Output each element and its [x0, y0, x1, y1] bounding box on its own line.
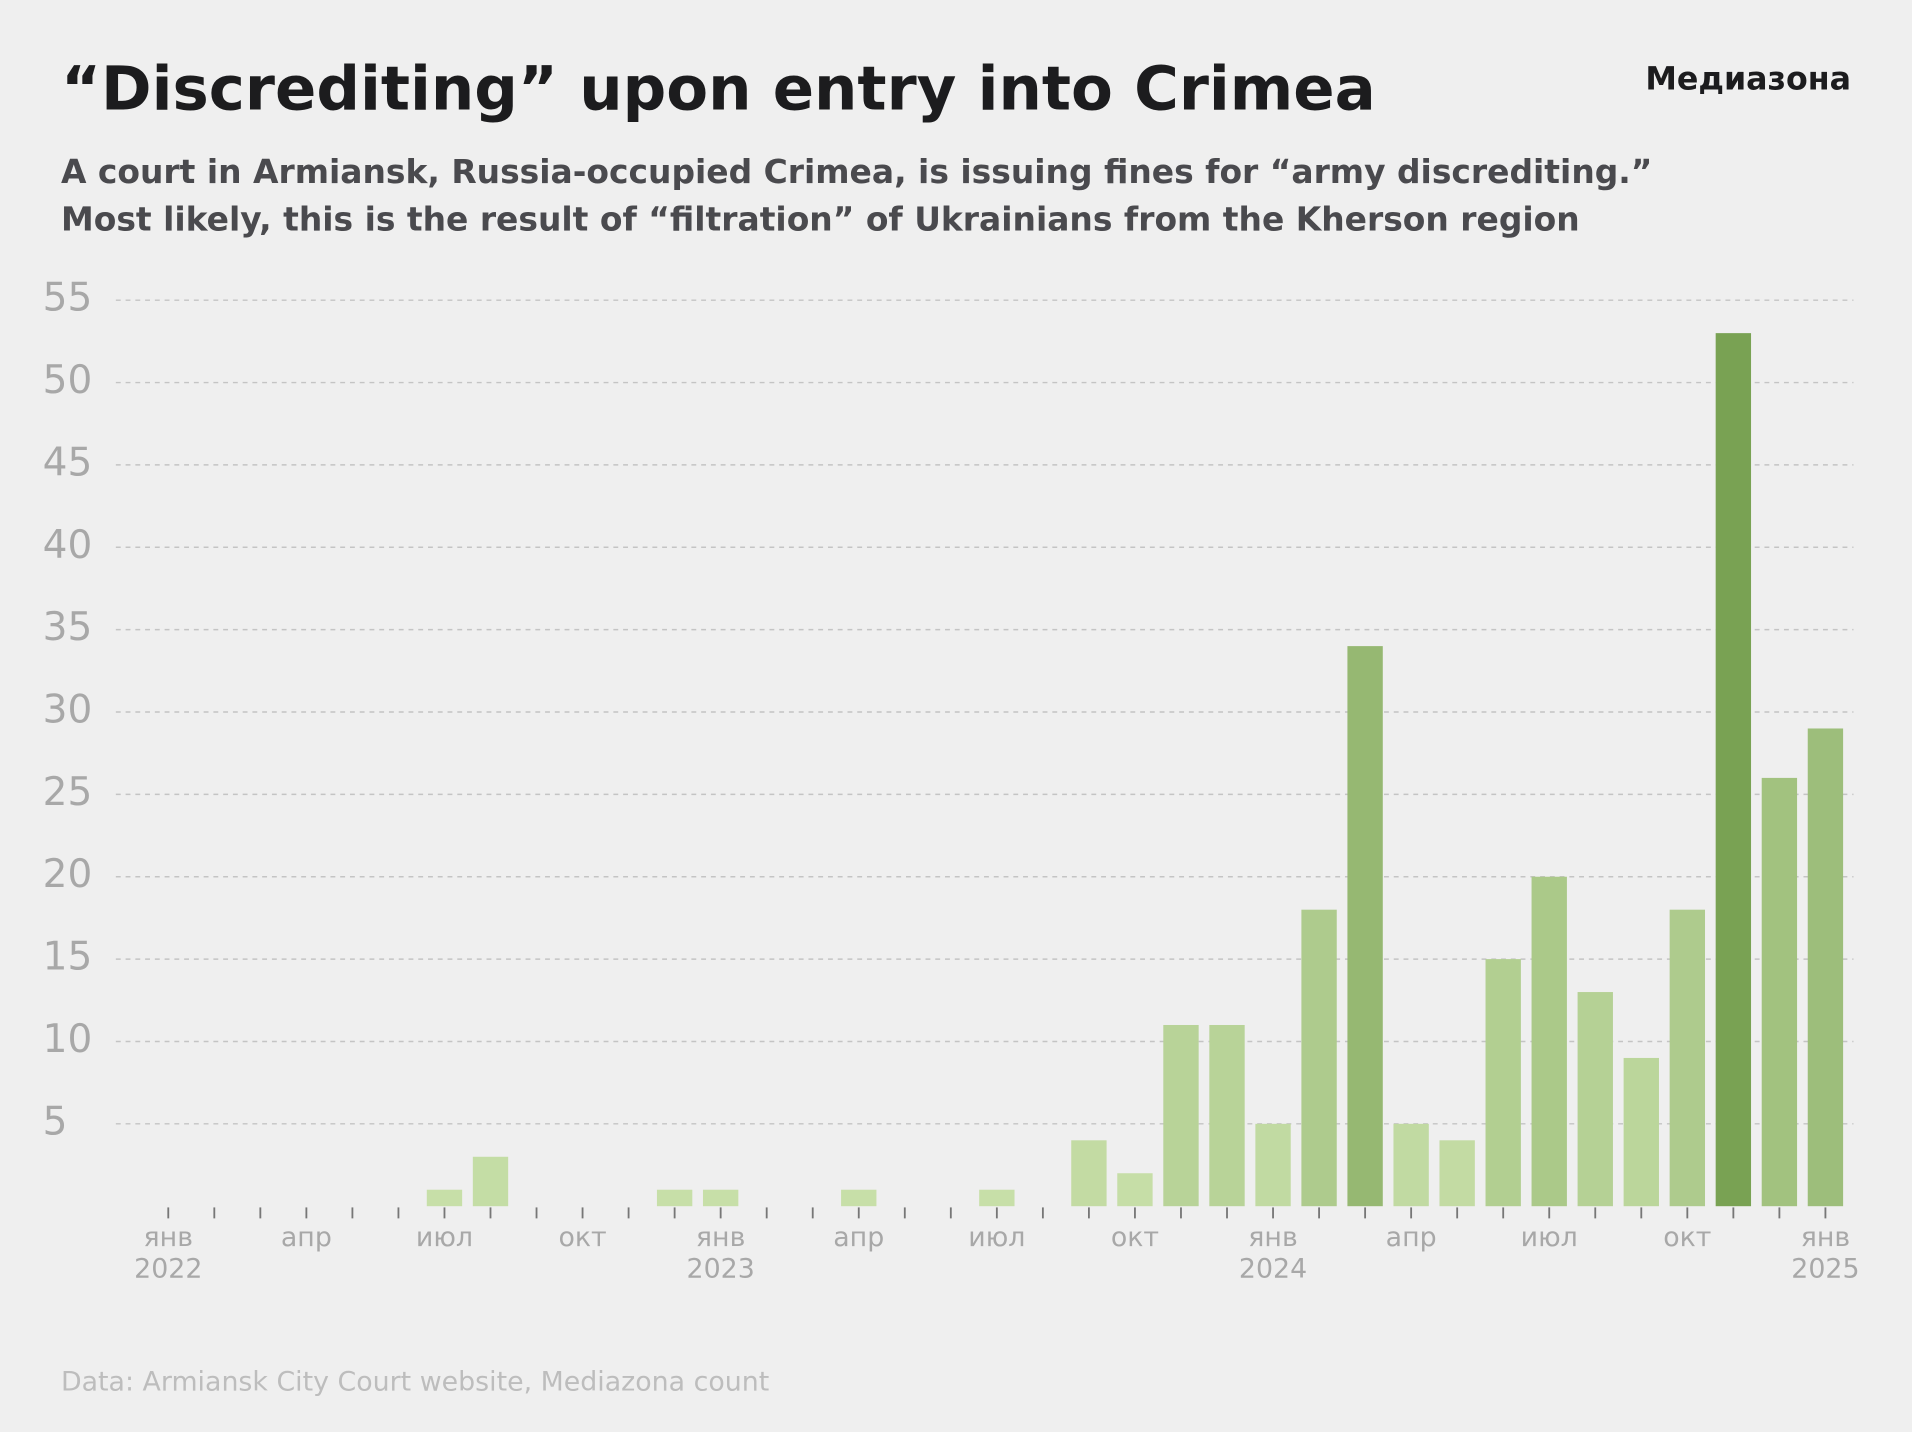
bar [1163, 1024, 1199, 1207]
bar [702, 1189, 739, 1207]
brand: Медиазона [1645, 62, 1851, 98]
bar [1117, 1173, 1153, 1207]
y-tick-label: 5 [43, 1099, 68, 1144]
x-tick-label: окт [1111, 1221, 1159, 1252]
bar [472, 1156, 509, 1207]
x-tick-label-line: окт [1663, 1221, 1711, 1252]
x-tick-label: янв 2025 [1791, 1221, 1859, 1284]
bar [1439, 1140, 1475, 1207]
bar [1669, 909, 1706, 1207]
bar [656, 1189, 693, 1207]
x-tick-label: июл [968, 1221, 1025, 1252]
x-tick-label: янв 2022 [134, 1221, 202, 1284]
x-tick-label: апр [1386, 1221, 1437, 1252]
bar [1715, 333, 1752, 1207]
x-tick-label: апр [833, 1221, 884, 1252]
x-tick-label: июл [1521, 1221, 1578, 1252]
y-tick-label: 20 [43, 852, 93, 897]
bar [1071, 1140, 1107, 1207]
x-tick-label-line: июл [416, 1221, 473, 1252]
y-tick-label: 30 [43, 688, 93, 733]
x-tick-label-line: июл [1521, 1221, 1578, 1252]
x-tick-label: июл [416, 1221, 473, 1252]
subtitle: Most likely, this is the result of “filt… [61, 199, 1580, 238]
y-tick-label: 10 [43, 1017, 93, 1062]
bar [1761, 777, 1798, 1207]
y-tick-label: 15 [43, 935, 93, 980]
bar [426, 1189, 463, 1207]
bar [1807, 728, 1844, 1207]
x-tick-label-line: апр [1386, 1221, 1437, 1252]
x-tick-label-line: окт [558, 1221, 606, 1252]
x-tick-label: янв 2024 [1239, 1221, 1307, 1284]
bar [1577, 992, 1613, 1207]
x-tick-label: янв 2023 [687, 1221, 755, 1284]
x-tick-label-line: 2025 [1791, 1253, 1859, 1284]
bar [1485, 959, 1521, 1207]
x-tick-label-line: 2022 [134, 1253, 202, 1284]
x-tick-label-line: 2023 [687, 1253, 755, 1284]
x-tick-label: апр [281, 1221, 332, 1252]
y-tick-label: 50 [43, 358, 93, 403]
y-tick-label: 45 [43, 440, 93, 485]
bar [979, 1189, 1015, 1207]
x-tick-label-line: янв [1801, 1221, 1850, 1252]
x-tick-label-line: янв [1248, 1221, 1297, 1252]
bar [1255, 1123, 1291, 1207]
bar [841, 1189, 877, 1207]
x-tick-label-line: апр [281, 1221, 332, 1252]
bar [1393, 1123, 1429, 1207]
x-tick-label-line: июл [968, 1221, 1025, 1252]
x-tick-label: окт [558, 1221, 606, 1252]
subtitle: A court in Armiansk, Russia-occupied Cri… [61, 152, 1652, 191]
x-tick-label-line: 2024 [1239, 1253, 1307, 1284]
x-tick-label-line: апр [833, 1221, 884, 1252]
y-tick-label: 55 [43, 276, 93, 321]
chart-title: “Discrediting” upon entry into Crimea [61, 53, 1376, 124]
x-tick-label-line: янв [144, 1221, 193, 1252]
y-tick-label: 40 [43, 523, 93, 568]
bar [1531, 876, 1567, 1207]
bar [1209, 1024, 1245, 1207]
y-tick-label: 25 [43, 770, 93, 815]
bar [1347, 646, 1383, 1207]
x-tick-label: окт [1663, 1221, 1711, 1252]
source: Data: Armiansk City Court website, Media… [61, 1367, 769, 1398]
x-tick-label-line: окт [1111, 1221, 1159, 1252]
y-tick-label: 35 [43, 605, 93, 650]
bar [1623, 1057, 1659, 1207]
x-tick-label-line: янв [696, 1221, 745, 1252]
bar [1301, 909, 1337, 1207]
